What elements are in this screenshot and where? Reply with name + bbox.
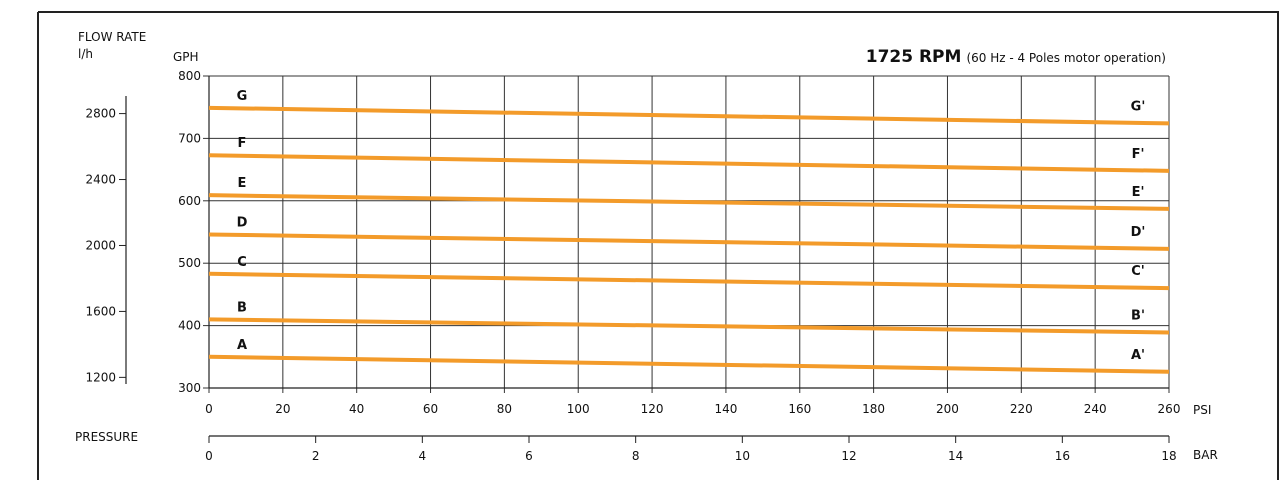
series-line-E (208, 193, 1170, 211)
lh-tick-label: 2000 (85, 238, 116, 252)
x-axis-unit-psi: PSI (1193, 403, 1211, 417)
series-line-D (208, 232, 1170, 251)
x-tick-label: 100 (567, 402, 590, 416)
x-tick-label: 20 (275, 402, 290, 416)
series-line-F (208, 153, 1170, 173)
series-start-label-E: E (238, 176, 247, 191)
series-end-label-C: C' (1131, 264, 1145, 279)
x-tick-label: 200 (936, 402, 959, 416)
x-tick-label: 40 (349, 402, 364, 416)
lh-tick-label: 1200 (85, 370, 116, 384)
bar-tick-label: 8 (632, 449, 640, 463)
y-tick-label: 500 (178, 256, 201, 270)
x-tick-label: 240 (1084, 402, 1107, 416)
series-end-label-B: B' (1131, 308, 1145, 323)
bar-tick-label: 0 (205, 449, 213, 463)
x-tick-label: 120 (641, 402, 664, 416)
series-start-label-B: B (237, 300, 247, 315)
series-start-label-C: C (237, 255, 247, 270)
series-line-A (208, 354, 1170, 374)
series-start-label-D: D (237, 215, 248, 230)
y-tick-label: 800 (178, 69, 201, 83)
bar-tick-label: 4 (419, 449, 427, 463)
lh-tick-label: 1600 (85, 304, 116, 318)
x-tick-label: 0 (205, 402, 213, 416)
x-tick-label: 60 (423, 402, 438, 416)
bar-axis-unit: BAR (1193, 448, 1218, 462)
left-axis-label-line2: l/h (78, 47, 93, 61)
bar-tick-label: 6 (525, 449, 533, 463)
series-start-label-G: G (237, 89, 248, 104)
bar-tick-label: 12 (841, 449, 856, 463)
left-axis-label-line1: FLOW RATE (78, 30, 146, 44)
chart-title-bold: 1725 RPM (866, 47, 962, 67)
bar-tick-label: 2 (312, 449, 320, 463)
x-tick-label: 180 (862, 402, 885, 416)
bar-tick-label: 14 (948, 449, 963, 463)
series-start-label-A: A (237, 338, 247, 353)
lh-tick-label: 2400 (85, 173, 116, 187)
lh-tick-label: 2800 (85, 107, 116, 121)
series-end-label-G: G' (1131, 99, 1146, 114)
x-tick-label: 160 (788, 402, 811, 416)
series-line-G (208, 105, 1170, 126)
series-line-B (208, 317, 1170, 335)
x-tick-label: 220 (1010, 402, 1033, 416)
chart-title-note: (60 Hz - 4 Poles motor operation) (966, 51, 1166, 65)
series-end-label-A: A' (1131, 348, 1145, 363)
y-tick-label: 400 (178, 319, 201, 333)
y-tick-label: 600 (178, 194, 201, 208)
y-tick-label: 700 (178, 131, 201, 145)
y-axis-label: GPH (173, 50, 199, 64)
series-end-label-E: E' (1132, 185, 1145, 200)
series-end-label-D: D' (1131, 225, 1146, 240)
pressure-section-label: PRESSURE (75, 430, 138, 444)
series-labels: A A' B B' C C' D D' E E' F F' G G' (237, 89, 1146, 363)
series-start-label-F: F (238, 136, 247, 151)
series-lines (208, 105, 1170, 374)
bar-tick-label: 10 (735, 449, 750, 463)
x-tick-label: 140 (714, 402, 737, 416)
x-tick-label: 80 (497, 402, 512, 416)
bar-tick-label: 16 (1055, 449, 1070, 463)
bar-tick-label: 18 (1161, 449, 1176, 463)
chart-frame (37, 11, 1279, 480)
y-tick-label: 300 (178, 381, 201, 395)
x-tick-label: 260 (1158, 402, 1181, 416)
series-end-label-F: F' (1132, 147, 1145, 162)
chart-title: 1725 RPM (60 Hz - 4 Poles motor operation… (866, 47, 1166, 67)
series-line-C (208, 271, 1170, 291)
